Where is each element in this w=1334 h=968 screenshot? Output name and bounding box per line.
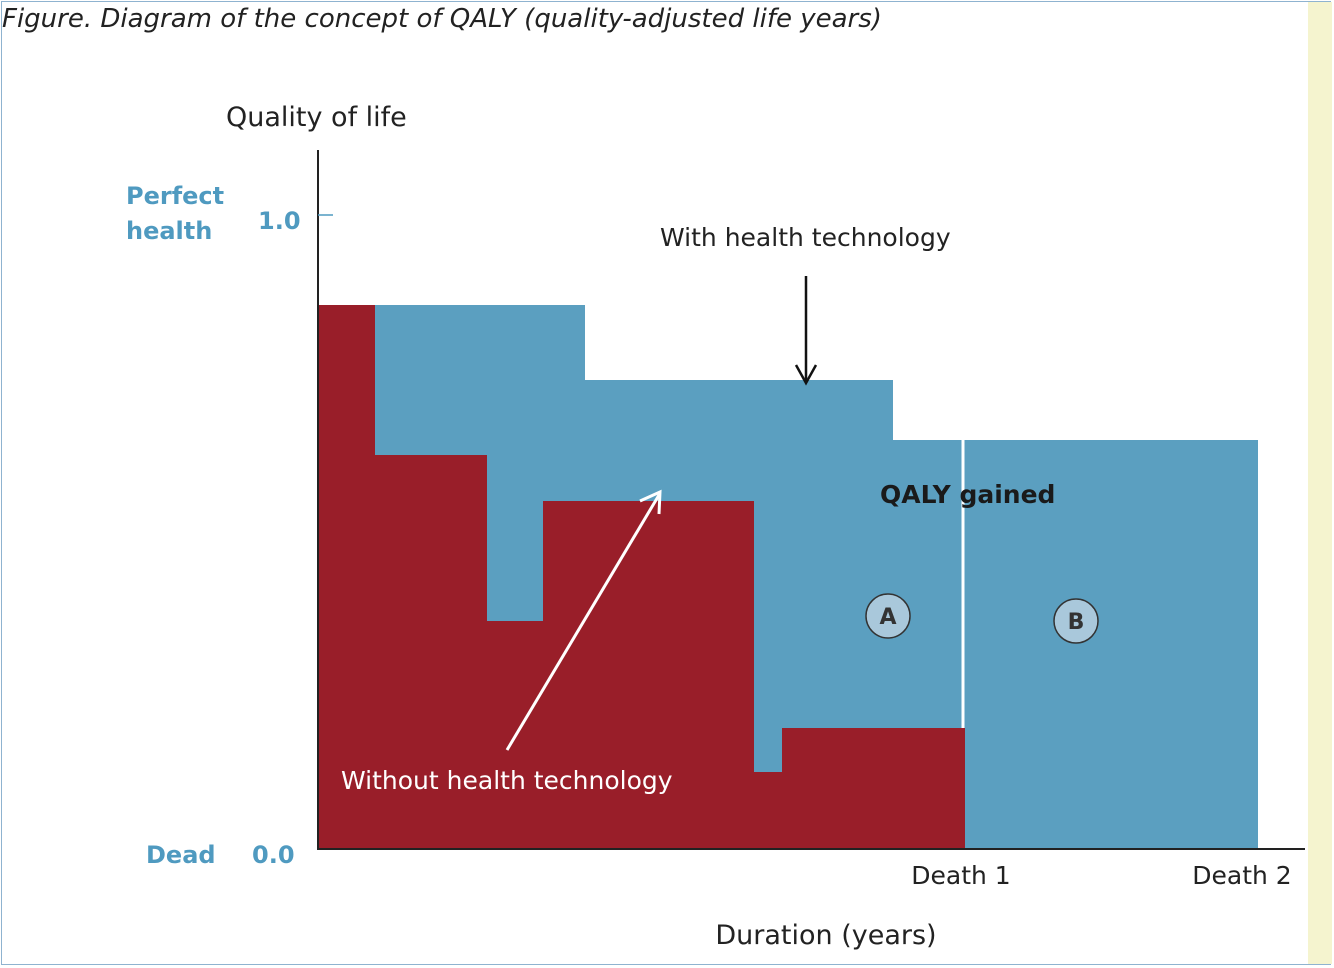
with-technology-arrow bbox=[794, 276, 818, 386]
figure-title: Figure. Diagram of the concept of QALY (… bbox=[2, 4, 882, 34]
without-technology-arrow bbox=[505, 489, 662, 751]
side-strip bbox=[1308, 2, 1332, 964]
x-axis-label: Duration (years) bbox=[715, 920, 936, 951]
dead-label: Dead bbox=[146, 841, 216, 869]
perfect-health-label-line2: health bbox=[126, 217, 212, 245]
without-technology-area bbox=[318, 305, 965, 849]
region-a-label: A bbox=[879, 605, 896, 630]
with-technology-label: With health technology bbox=[660, 223, 951, 252]
y-axis-label: Quality of life bbox=[226, 102, 407, 133]
region-b-marker: B bbox=[1053, 598, 1099, 644]
qaly-gained-label: QALY gained bbox=[880, 480, 1055, 509]
y-bottom-value: 0.0 bbox=[252, 841, 295, 869]
death1-tick-label: Death 1 bbox=[911, 861, 1010, 890]
region-b-label: B bbox=[1068, 610, 1085, 635]
without-technology-label: Without health technology bbox=[341, 766, 673, 795]
death2-tick-label: Death 2 bbox=[1192, 861, 1291, 890]
perfect-health-label-line1: Perfect bbox=[126, 182, 224, 210]
y-top-value: 1.0 bbox=[258, 207, 301, 235]
region-a-marker: A bbox=[865, 593, 911, 639]
